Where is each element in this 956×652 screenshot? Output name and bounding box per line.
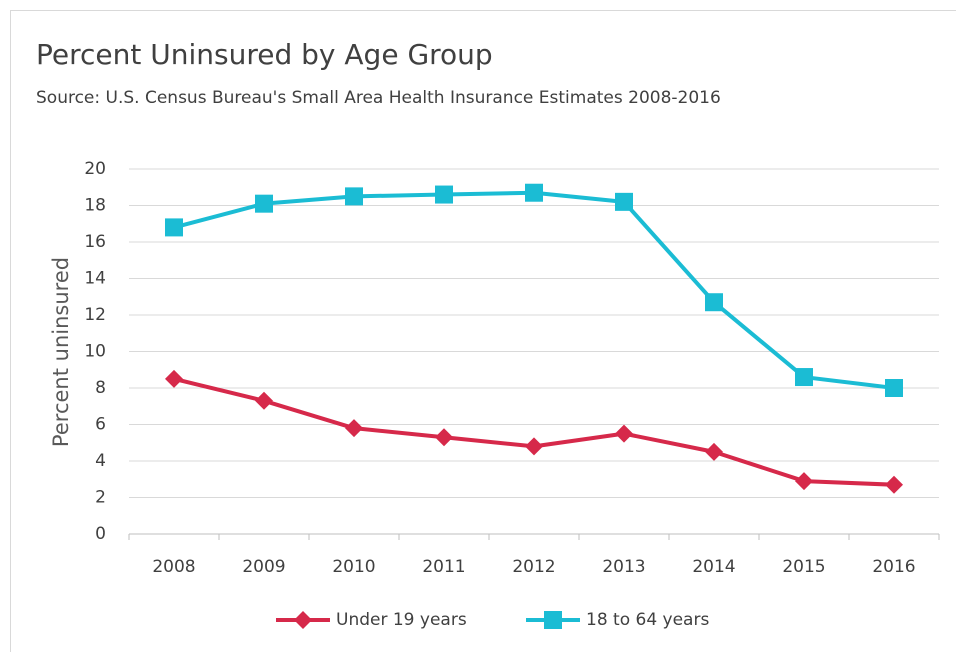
data-point: [255, 391, 273, 410]
chart-subtitle: Source: U.S. Census Bureau's Small Area …: [36, 88, 721, 108]
data-point: [705, 442, 723, 461]
data-point: [525, 183, 543, 202]
y-tick-label: 18: [84, 196, 106, 216]
y-axis-label: Percent uninsured: [49, 257, 73, 447]
data-point: [165, 218, 183, 237]
chart-title: Percent Uninsured by Age Group: [36, 38, 493, 71]
data-point: [705, 293, 723, 312]
data-point: [615, 192, 633, 211]
x-tick-label: 2012: [512, 557, 555, 577]
y-tick-label: 14: [84, 269, 106, 289]
y-tick-label: 16: [84, 232, 106, 252]
data-point: [795, 368, 813, 387]
data-point: [435, 185, 453, 204]
y-tick-label: 8: [95, 378, 106, 398]
data-point: [795, 472, 813, 491]
x-tick-label: 2014: [692, 557, 735, 577]
series-line: [173, 190, 895, 390]
x-tick-label: 2016: [872, 557, 915, 577]
legend-label: 18 to 64 years: [586, 610, 709, 630]
series-line: [173, 376, 895, 487]
x-tick-label: 2010: [332, 557, 375, 577]
legend-marker: [294, 611, 312, 629]
x-tick-label: 2015: [782, 557, 825, 577]
data-point: [345, 187, 363, 206]
data-point: [525, 437, 543, 456]
y-tick-label: 12: [84, 305, 106, 325]
legend-label: Under 19 years: [336, 610, 467, 630]
data-point: [435, 428, 453, 447]
chart-border: [10, 10, 956, 652]
legend-marker: [544, 611, 562, 629]
y-tick-label: 20: [84, 159, 106, 179]
data-point: [345, 419, 363, 438]
y-tick-label: 0: [95, 524, 106, 544]
y-tick-label: 6: [95, 415, 106, 435]
x-tick-label: 2011: [422, 557, 465, 577]
x-tick-label: 2009: [242, 557, 285, 577]
data-point: [885, 475, 903, 494]
data-point: [165, 369, 183, 388]
y-tick-label: 2: [95, 488, 106, 508]
y-tick-label: 4: [95, 451, 106, 471]
data-point: [615, 424, 633, 443]
data-point: [885, 379, 903, 397]
x-tick-label: 2013: [602, 557, 645, 577]
x-tick-label: 2008: [152, 557, 195, 577]
y-tick-label: 10: [84, 342, 106, 362]
data-point: [255, 194, 273, 213]
